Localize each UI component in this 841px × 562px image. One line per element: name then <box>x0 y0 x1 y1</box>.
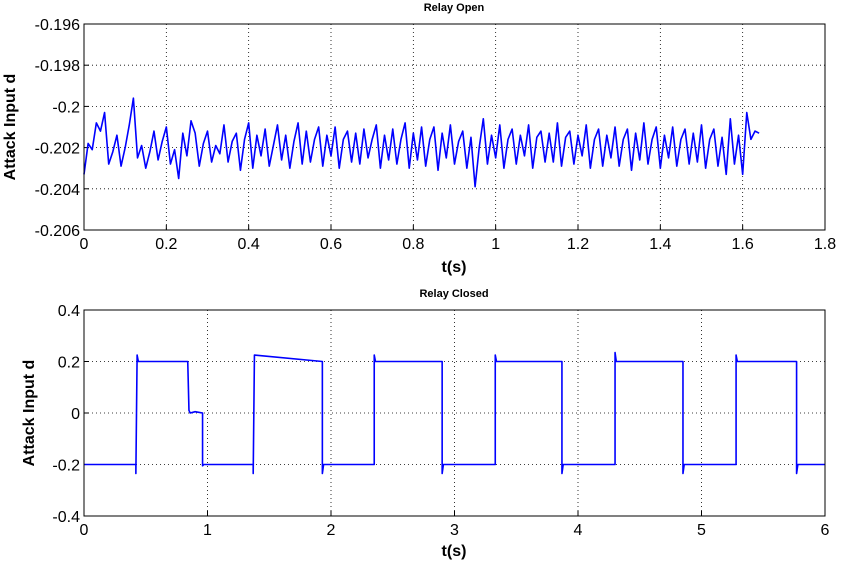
y-tick-label: -0.198 <box>35 58 80 75</box>
x-tick-labels: 0 0.2 0.4 0.6 0.8 1 1.2 1.4 1.6 1.8 <box>80 236 837 253</box>
x-tick-label: 3 <box>450 522 459 539</box>
x-tick-label: 1.6 <box>732 236 754 253</box>
y-tick-label: -0.4 <box>52 509 80 526</box>
y-axis-label: Attack Input d <box>21 360 38 467</box>
x-tick-label: 0.6 <box>320 236 342 253</box>
plot-area <box>83 309 826 517</box>
x-tick-label: 1.2 <box>567 236 589 253</box>
y-tick-label: 0 <box>71 406 80 423</box>
x-axis-label: t(s) <box>442 259 467 276</box>
y-tick-label: 0.4 <box>58 303 80 320</box>
plot-area <box>83 23 826 231</box>
x-tick-label: 0 <box>80 522 89 539</box>
x-tick-label: 1.4 <box>649 236 671 253</box>
series-line <box>84 351 825 475</box>
y-tick-label: -0.202 <box>35 141 80 158</box>
y-tick-label: -0.2 <box>52 99 80 116</box>
x-tick-label: 5 <box>697 522 706 539</box>
x-tick-labels: 0 1 2 3 4 5 6 <box>80 522 830 539</box>
x-tick-label: 1.8 <box>814 236 836 253</box>
y-tick-label: 0.2 <box>58 355 80 372</box>
x-tick-label: 0.4 <box>238 236 260 253</box>
y-axis-label: Attack Input d <box>2 74 19 181</box>
x-tick-label: 1 <box>491 236 500 253</box>
y-tick-label: -0.2 <box>52 458 80 475</box>
axes-frame <box>83 23 826 231</box>
y-tick-labels: -0.196 -0.198 -0.2 -0.202 -0.204 -0.206 <box>35 17 80 240</box>
x-tick-label: 6 <box>821 522 830 539</box>
x-tick-label: 0.8 <box>402 236 424 253</box>
x-tick-label: 0.2 <box>155 236 177 253</box>
x-tick-label: 4 <box>574 522 583 539</box>
chart-title: Relay Open <box>424 2 485 14</box>
x-tick-label: 0 <box>80 236 89 253</box>
y-tick-label: -0.204 <box>35 182 80 199</box>
chart-title: Relay Closed <box>419 288 488 300</box>
plot-relay-closed: Relay Closed 0 1 2 3 4 5 6 0.4 0.2 0 -0.2 -0.4 t(s… <box>21 288 830 560</box>
y-tick-label: -0.206 <box>35 223 80 240</box>
x-tick-label: 1 <box>203 522 212 539</box>
y-tick-label: -0.196 <box>35 17 80 34</box>
axes-frame <box>83 309 826 517</box>
series-line <box>83 97 760 188</box>
plot-relay-open: Relay Open 0 0.2 0.4 0.6 0.8 1 1.2 1.4 1.6 1.8 -0… <box>2 2 836 276</box>
x-axis-label: t(s) <box>442 543 467 560</box>
y-tick-labels: 0.4 0.2 0 -0.2 -0.4 <box>52 303 80 526</box>
x-tick-label: 2 <box>327 522 336 539</box>
